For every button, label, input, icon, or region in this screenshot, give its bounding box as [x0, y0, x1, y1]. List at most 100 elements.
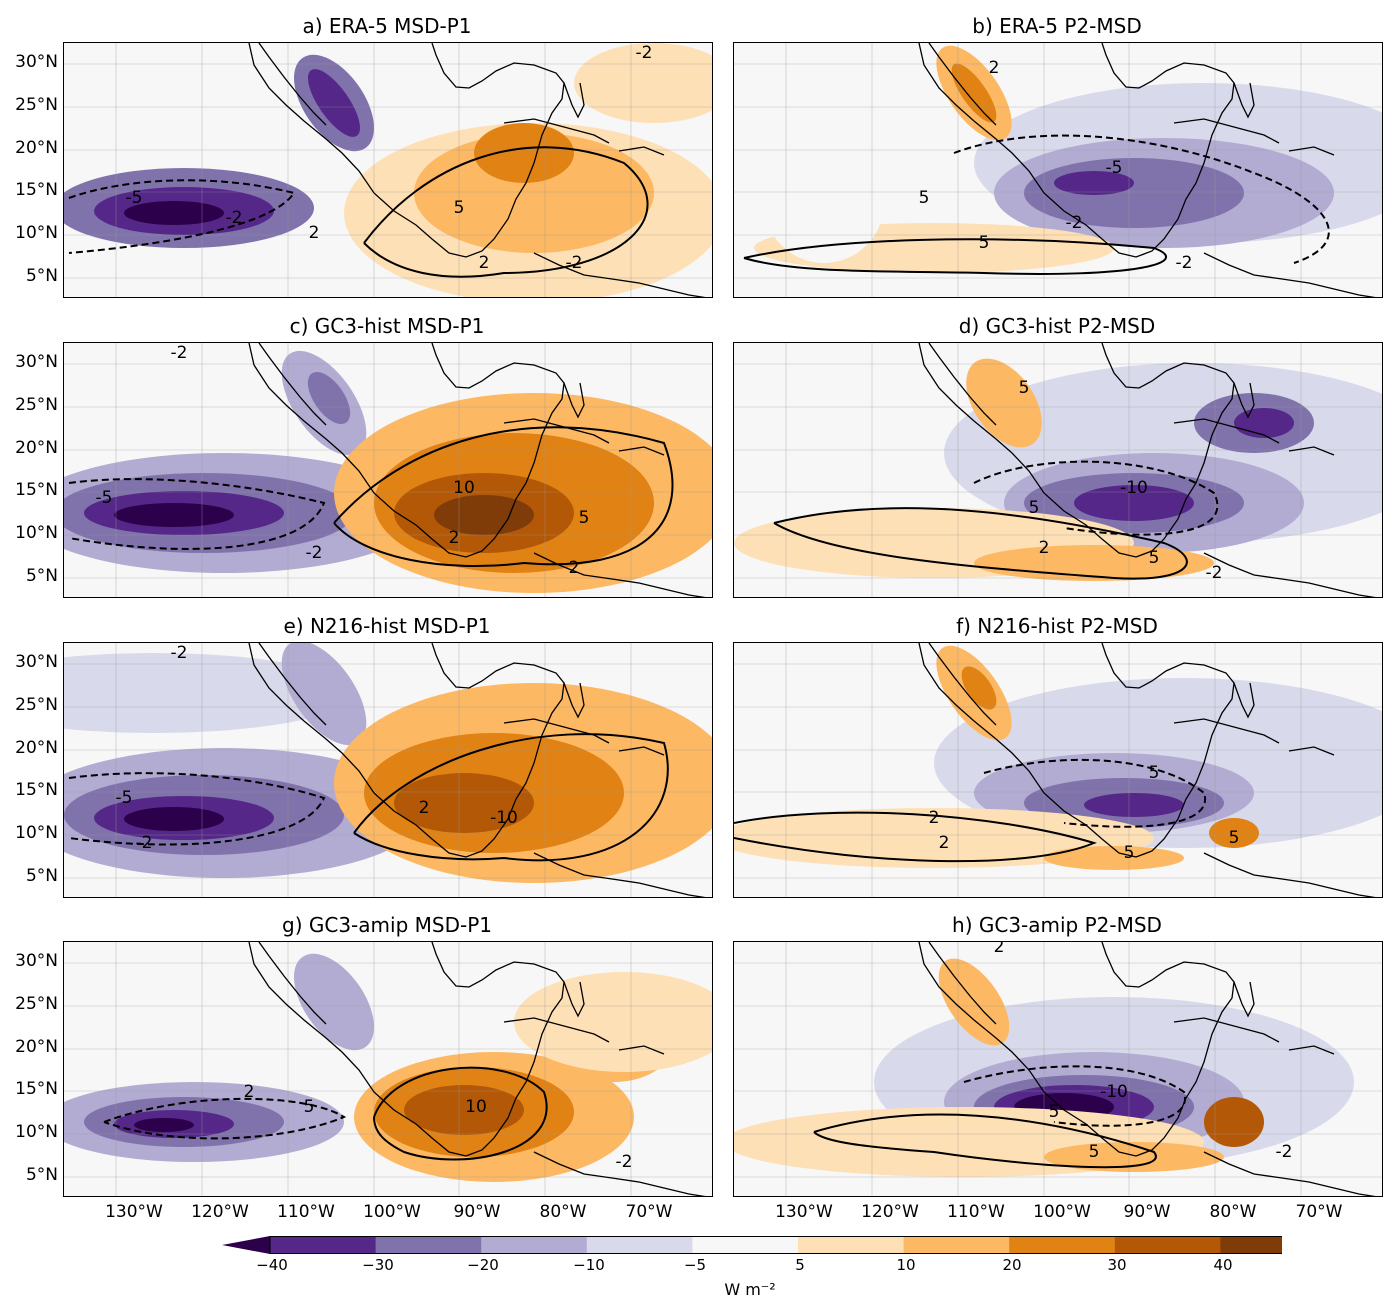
positive-contour — [333, 426, 674, 568]
anomaly-shading — [404, 1085, 524, 1135]
contour-label: 5 — [1124, 843, 1135, 863]
colorbar-bin — [1220, 1236, 1282, 1254]
coastline — [563, 682, 585, 719]
colorbar-bin — [270, 1236, 377, 1254]
colorbar-tick: −30 — [362, 1256, 394, 1274]
lat-label-15n: 15°N — [15, 780, 58, 800]
colorbar-tick: −10 — [573, 1256, 605, 1274]
coastline — [258, 942, 327, 1025]
coastline — [618, 1045, 665, 1055]
coastline — [248, 942, 565, 1157]
lon-label-110w: 110°W — [277, 1202, 335, 1222]
lon-label-90w: 90°W — [1123, 1202, 1171, 1222]
anomaly-shading — [514, 972, 712, 1072]
lat-label-20n: 20°N — [15, 738, 58, 758]
coastline — [918, 43, 1235, 258]
contour-label: -2 — [1206, 563, 1223, 583]
lat-label-5n: 5°N — [25, 566, 58, 586]
lat-label-25n: 25°N — [15, 695, 58, 715]
contour-label: -2 — [226, 208, 243, 228]
coastline — [258, 643, 327, 726]
colorbar-outline — [269, 1236, 1282, 1254]
coastline — [918, 643, 1235, 858]
lon-label-70w: 70°W — [625, 1202, 673, 1222]
positive-contour — [813, 1113, 1157, 1169]
colorbar-tick: 5 — [795, 1256, 805, 1274]
lat-label-5n: 5°N — [25, 866, 58, 886]
contour-label: 5 — [1029, 498, 1040, 518]
map-panel-g: 2 5 10 -2 — [63, 941, 713, 1197]
colorbar-bin — [1009, 1236, 1116, 1254]
contour-label: 5 — [579, 508, 590, 528]
anomaly-shading — [281, 643, 367, 746]
map-canvas-g: 2 5 10 -2 — [64, 942, 712, 1196]
contour-label: -2 — [1066, 213, 1083, 233]
contour-label: -5 — [116, 788, 133, 808]
contour-label: 2 — [569, 558, 580, 578]
coastline — [618, 746, 665, 756]
anomaly-shading — [114, 503, 234, 527]
contour-label: -2 — [171, 343, 188, 363]
colorbar-tick: −40 — [256, 1256, 288, 1274]
contour-label: 5 — [1149, 763, 1160, 783]
anomaly-shading — [961, 666, 997, 710]
map-panel-f: 5 2 2 5 5 — [733, 642, 1383, 898]
anomaly-shading — [1074, 485, 1194, 521]
coastline — [533, 852, 706, 897]
coastline — [928, 942, 997, 1025]
coastline — [503, 718, 610, 744]
coastline — [1203, 252, 1376, 297]
contour-label: -2 — [1176, 253, 1193, 273]
anomaly-shading — [966, 358, 1042, 448]
coastline — [1173, 1017, 1280, 1043]
contour-label: 10 — [465, 1097, 487, 1117]
anomaly-shading — [951, 63, 997, 123]
colorbar-bin — [798, 1236, 905, 1254]
coastline — [918, 343, 1235, 558]
contour-label: 5 — [979, 233, 990, 253]
contour-label: -10 — [1120, 478, 1148, 498]
lon-label-130w: 130°W — [775, 1202, 833, 1222]
map-canvas-a: -2 -5 -2 2 2 5 -2 — [64, 43, 712, 297]
colorbar-tick: 30 — [1107, 1256, 1127, 1274]
lon-label-80w: 80°W — [539, 1202, 587, 1222]
coastline — [1203, 552, 1376, 597]
contour-label: 2 — [449, 528, 460, 548]
anomaly-shading — [307, 371, 351, 425]
lat-label-20n: 20°N — [15, 438, 58, 458]
colorbar-tick: 20 — [1002, 1256, 1022, 1274]
contour-label: 5 — [1049, 1102, 1060, 1122]
map-panel-d: 5 -10 5 2 5 -2 — [733, 342, 1383, 598]
lon-label-110w: 110°W — [947, 1202, 1005, 1222]
anomaly-shading — [764, 143, 884, 263]
coastline — [533, 552, 706, 597]
anomaly-shading — [124, 201, 224, 225]
coastline — [1233, 981, 1255, 1018]
coastline — [1173, 118, 1280, 144]
anomaly-shading — [307, 69, 361, 137]
negative-contour — [953, 134, 1330, 264]
lon-label-90w: 90°W — [453, 1202, 501, 1222]
coastline — [248, 643, 565, 858]
colorbar-bin — [586, 1236, 693, 1254]
contour-label: -2 — [1276, 1142, 1293, 1162]
contour-label: 5 — [1229, 828, 1240, 848]
lat-label-15n: 15°N — [15, 180, 58, 200]
map-canvas-d: 5 -10 5 2 5 -2 — [734, 343, 1382, 597]
anomaly-shading — [1024, 158, 1244, 228]
coastline — [248, 43, 565, 258]
anomaly-shading — [1204, 1097, 1264, 1147]
negative-contour — [973, 460, 1219, 536]
lon-label-100w: 100°W — [363, 1202, 421, 1222]
contour-label: 2 — [994, 942, 1005, 957]
contour-label: -2 — [306, 543, 323, 563]
coastline — [1288, 446, 1335, 456]
lat-label-10n: 10°N — [15, 1122, 58, 1142]
anomaly-shading — [1209, 818, 1259, 848]
contour-label: 5 — [454, 198, 465, 218]
colorbar-bin — [375, 1236, 482, 1254]
contour-label: 5 — [1089, 1142, 1100, 1162]
anomaly-shading — [734, 808, 1154, 868]
lon-label-120w: 120°W — [191, 1202, 249, 1222]
colorbar-bin — [903, 1236, 1010, 1254]
